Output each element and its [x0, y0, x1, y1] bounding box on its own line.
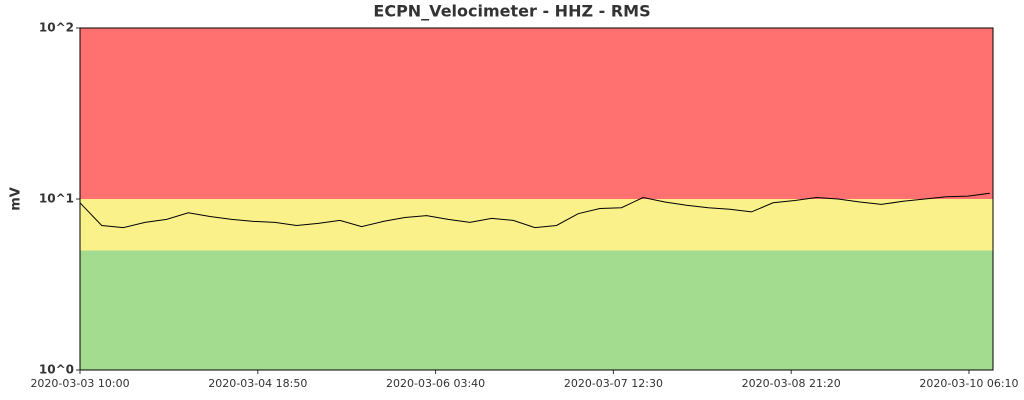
y-tick-label: 10^1	[39, 192, 74, 206]
y-tick-label: 10^2	[39, 21, 74, 35]
threshold-band	[80, 28, 993, 199]
x-tick-label: 2020-03-04 18:50	[208, 377, 307, 390]
x-tick-label: 2020-03-06 03:40	[386, 377, 485, 390]
x-tick-label: 2020-03-08 21:20	[742, 377, 841, 390]
data-line	[79, 192, 990, 229]
x-tick-label: 2020-03-03 10:00	[30, 377, 129, 390]
plot-frame	[79, 27, 994, 371]
threshold-band	[80, 199, 993, 251]
y-tick-label: 10^0	[39, 363, 74, 377]
chart-title: ECPN_Velocimeter - HHZ - RMS	[373, 2, 650, 21]
x-tick-label: 2020-03-10 06:10	[919, 377, 1018, 390]
threshold-band	[80, 250, 993, 370]
x-tick-label: 2020-03-07 12:30	[564, 377, 663, 390]
y-axis-label: mV	[9, 187, 24, 211]
